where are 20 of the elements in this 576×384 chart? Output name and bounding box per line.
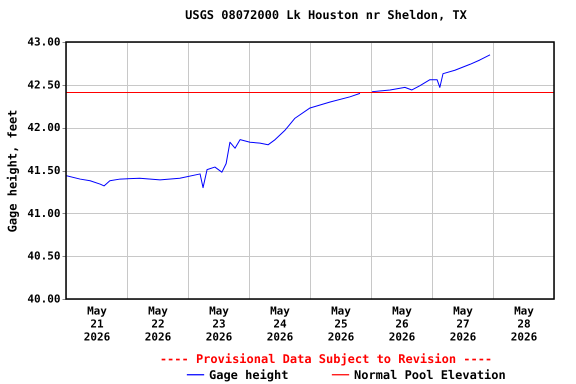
legend-label: Normal Pool Elevation xyxy=(354,368,506,382)
x-tick-label: May 28 2026 xyxy=(510,304,538,344)
x-tick-label: May 21 2026 xyxy=(84,304,111,344)
legend-label: Gage height xyxy=(209,368,288,382)
y-tick-label: 40.50 xyxy=(27,250,60,263)
y-tick-label: 40.00 xyxy=(27,292,60,306)
y-tick-label: 42.00 xyxy=(27,121,60,134)
text: ---- Provisional Data Subject to Revision ---- xyxy=(160,352,492,366)
chart-title: USGS 08072000 Lk Houston nr Sheldon, TX xyxy=(185,8,468,22)
y-axis-title: Gage height, feet xyxy=(5,110,20,232)
x-tick-label: May 23 2026 xyxy=(206,304,233,344)
x-tick-label: May 22 2026 xyxy=(144,304,172,344)
x-tick-label: May 24 2026 xyxy=(266,304,294,344)
y-tick-label: 42.50 xyxy=(27,78,60,92)
y-tick-label: 43.00 xyxy=(27,36,60,48)
x-tick-label: May 26 2026 xyxy=(388,304,416,344)
y-tick-label: 41.50 xyxy=(27,164,60,177)
x-tick-label: May 27 2026 xyxy=(450,304,477,344)
y-tick-label: 41.00 xyxy=(27,206,60,220)
x-tick-label: May 25 2026 xyxy=(328,304,355,344)
